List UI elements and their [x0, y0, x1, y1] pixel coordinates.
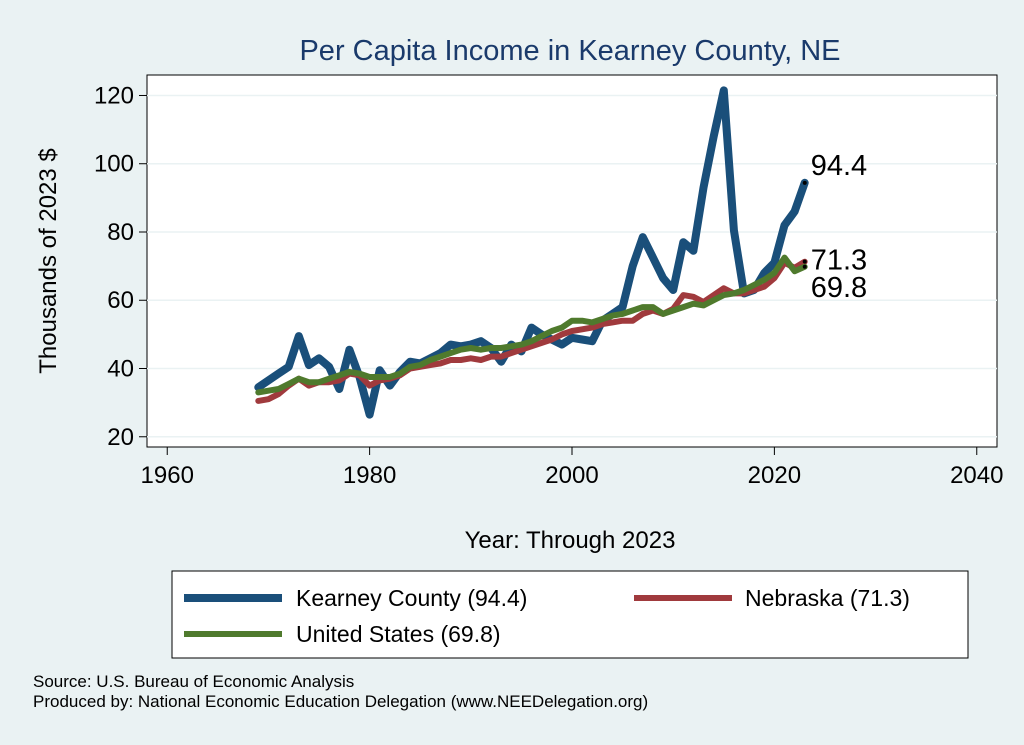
end-label: 69.8: [811, 272, 867, 304]
chart-title: Per Capita Income in Kearney County, NE: [299, 35, 840, 67]
kearney-county-line: [254, 86, 809, 419]
end-marker: [802, 259, 807, 264]
x-tick-label: 2000: [545, 462, 598, 489]
x-tick-label: 2020: [748, 462, 801, 489]
legend-entry-kearney: Kearney County (94.4): [184, 585, 527, 611]
produced-by-note: Produced by: National Economic Education…: [33, 692, 649, 711]
x-tick-label: 1980: [343, 462, 396, 489]
y-tick-label: 20: [107, 424, 134, 451]
x-tick-label: 2040: [950, 462, 1003, 489]
legend-entry-united-states: United States (69.8): [184, 621, 501, 647]
source-note: Source: U.S. Bureau of Economic Analysis: [33, 672, 355, 691]
legend-entry-nebraska: Nebraska (71.3): [634, 585, 910, 611]
end-marker: [802, 264, 807, 269]
legend-label: United States (69.8): [296, 621, 501, 647]
y-tick-label: 120: [94, 82, 134, 109]
y-tick-label: 100: [94, 151, 134, 178]
legend-label: Nebraska (71.3): [745, 585, 910, 611]
y-tick-label: 60: [107, 287, 134, 314]
united-states-line: [255, 254, 808, 396]
end-label: 94.4: [811, 150, 867, 182]
y-tick-label: 80: [107, 219, 134, 246]
legend-box: [171, 570, 969, 659]
y-tick-label: 40: [107, 356, 134, 383]
x-tick-label: 1960: [141, 462, 194, 489]
y-axis-title: Thousands of 2023 $: [35, 148, 62, 374]
x-axis-title: Year: Through 2023: [465, 527, 676, 554]
end-marker: [802, 180, 807, 185]
legend-label: Kearney County (94.4): [296, 585, 527, 611]
end-label: 71.3: [811, 245, 867, 277]
